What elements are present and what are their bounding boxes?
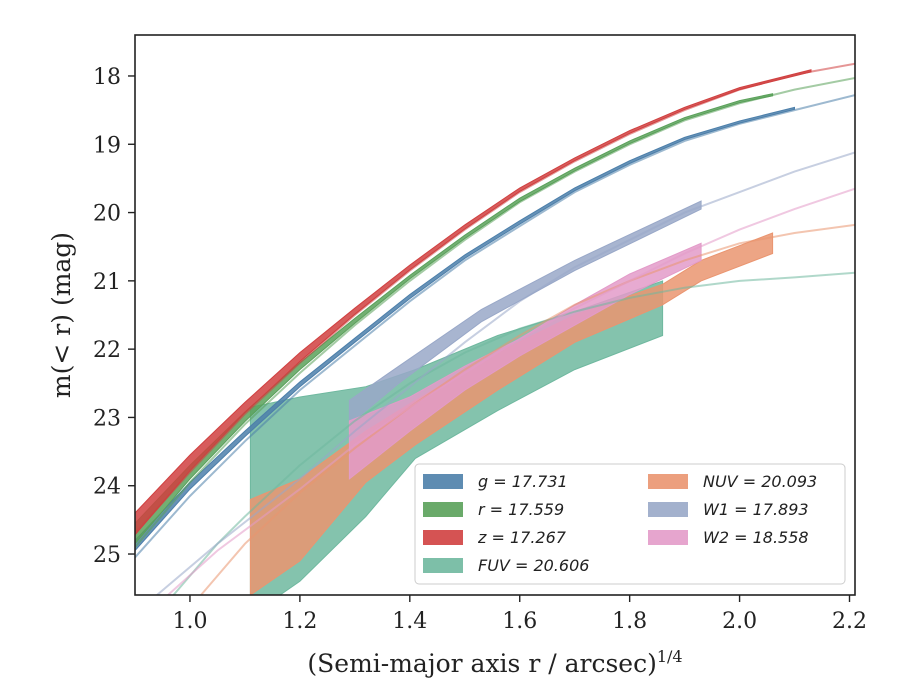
legend-swatch-w1: [648, 502, 688, 517]
y-tick-label: 20: [93, 202, 121, 227]
legend-label-r: r = 17.559: [478, 500, 564, 519]
y-axis-ticks: 18 19 20 21 22 23 24 25: [93, 65, 135, 568]
x-tick-label: 1.4: [392, 609, 427, 634]
legend: g = 17.731 r = 17.559 z = 17.267 FUV = 20.6…: [414, 463, 846, 585]
legend-swatch-fuv: [423, 558, 463, 573]
x-axis-label: (Semi-major axis r / arcsec)1/4: [307, 647, 682, 678]
x-axis-label-superscript: 1/4: [657, 647, 683, 666]
model-curve-fuv: [172, 271, 855, 595]
x-tick-label: 2.2: [832, 609, 867, 634]
legend-swatch-nuv: [648, 474, 688, 489]
legend-label-w2: W2 = 18.558: [703, 528, 809, 547]
x-tick-label: 1.0: [172, 609, 207, 634]
model-curve-r: [135, 77, 855, 548]
model-curve-w1: [156, 151, 855, 595]
legend-swatch-z: [423, 530, 463, 545]
legend-label-w1: W1 = 17.893: [703, 500, 809, 519]
band-w1: [348, 200, 702, 426]
legend-swatch-w2: [648, 530, 688, 545]
model-curves: [135, 62, 855, 595]
y-tick-label: 21: [93, 270, 121, 295]
model-curve-w2: [167, 187, 855, 595]
x-tick-label: 2.0: [722, 609, 757, 634]
model-curve-z: [135, 62, 855, 535]
y-tick-label: 18: [93, 65, 121, 90]
legend-label-nuv: NUV = 20.093: [703, 472, 817, 491]
y-tick-label: 24: [93, 475, 121, 500]
legend-label-g: g = 17.731: [478, 472, 568, 491]
y-tick-label: 22: [93, 338, 121, 363]
model-curve-nuv: [200, 223, 855, 595]
x-axis-label-main: (Semi-major axis r / arcsec): [307, 649, 656, 678]
legend-frame: [414, 463, 846, 585]
y-axis-label: m(< r) (mag): [47, 232, 76, 398]
plot-frame: [134, 34, 856, 596]
legend-label-z: z = 17.267: [477, 528, 567, 547]
y-tick-label: 23: [93, 406, 121, 431]
x-tick-label: 1.2: [282, 609, 317, 634]
y-tick-label: 19: [93, 133, 121, 158]
x-tick-label: 1.8: [612, 609, 647, 634]
model-curve-g: [135, 94, 855, 559]
legend-label-fuv: FUV = 20.606: [478, 556, 589, 575]
y-tick-label: 25: [93, 543, 121, 568]
x-axis-ticks: 1.0 1.2 1.4 1.6 1.8 2.0 2.2: [172, 595, 867, 634]
legend-swatch-g: [423, 474, 463, 489]
legend-swatch-r: [423, 502, 463, 517]
x-tick-label: 1.6: [502, 609, 537, 634]
